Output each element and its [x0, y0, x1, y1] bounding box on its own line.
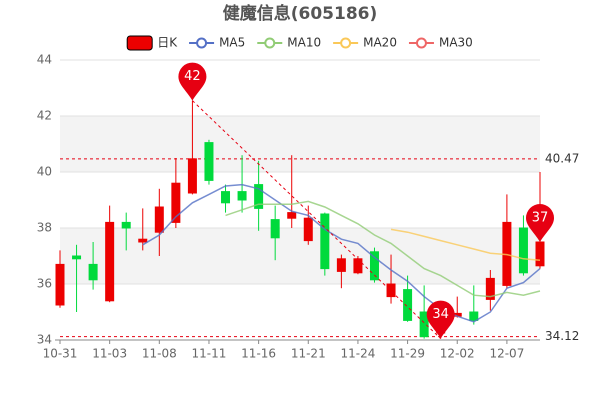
x-tick-label: 10-31	[43, 347, 78, 361]
y-tick-label: 38	[37, 221, 52, 235]
x-tick-label: 11-03	[92, 347, 127, 361]
legend-icon	[196, 37, 208, 49]
candle-body	[320, 213, 330, 270]
candle-body	[121, 221, 131, 229]
mark-point: 42	[178, 62, 207, 101]
ma-line	[225, 200, 541, 298]
mark-point-label: 42	[184, 69, 201, 84]
legend-label: MA30	[439, 36, 473, 50]
legend-icon	[264, 37, 276, 49]
x-tick-label: 12-07	[489, 347, 524, 361]
legend-icon	[415, 37, 427, 49]
candle-body	[287, 212, 297, 219]
candle-body	[518, 227, 528, 274]
candle-body	[138, 238, 148, 243]
chart-title: 健魔信息(605186)	[223, 3, 378, 24]
candle-body	[105, 221, 115, 302]
split-area	[60, 228, 540, 284]
candle-body	[403, 289, 413, 321]
candle-body	[55, 263, 65, 306]
y-tick-label: 40	[37, 165, 52, 179]
mark-point: 37	[526, 204, 554, 242]
candle-body	[187, 158, 197, 194]
candle-body	[469, 311, 479, 321]
candle-body	[386, 283, 396, 298]
mark-point-label: 37	[532, 211, 549, 226]
y-tick-label: 44	[37, 53, 52, 67]
candle-body	[336, 258, 346, 272]
legend-icon	[340, 37, 352, 49]
mark-point: 34	[426, 300, 455, 339]
mark-pin	[178, 62, 207, 101]
legend-label: MA20	[363, 36, 397, 50]
candle-body	[237, 191, 247, 201]
candle-body	[535, 241, 545, 267]
x-tick-label: 11-24	[340, 347, 375, 361]
x-tick-label: 11-08	[142, 347, 177, 361]
legend: 日K MA5 MA10 MA20 MA30	[126, 35, 473, 51]
candle-body	[154, 206, 164, 233]
candle-body	[419, 311, 429, 338]
x-tick-label: 11-11	[192, 347, 227, 361]
candle-body	[303, 217, 313, 242]
candle-body	[204, 142, 214, 181]
legend-label: 日K	[157, 36, 178, 50]
candle-body	[88, 263, 98, 281]
mark-line-label: 40.47	[545, 151, 579, 165]
x-tick-label: 11-16	[241, 347, 276, 361]
y-tick-label: 42	[37, 109, 52, 123]
x-tick-label: 12-02	[440, 347, 475, 361]
candle-body	[171, 182, 181, 223]
y-tick-label: 34	[37, 333, 52, 347]
candle-body	[254, 184, 264, 209]
mark-pin	[526, 204, 554, 242]
candle-body	[270, 219, 280, 239]
mark-point-label: 34	[432, 307, 449, 322]
x-tick-label: 11-21	[291, 347, 326, 361]
candle-body	[72, 255, 82, 260]
mark-pin	[426, 300, 455, 339]
legend-label: MA10	[287, 36, 321, 50]
ma-line	[142, 183, 541, 323]
split-area	[60, 116, 540, 172]
legend-label: MA5	[219, 36, 245, 50]
legend-icon	[126, 35, 153, 51]
ma-line	[390, 228, 541, 261]
mark-line-label: 34.12	[545, 329, 579, 343]
candle-body	[485, 277, 495, 300]
candle-body	[369, 251, 379, 281]
y-tick-label: 36	[37, 277, 52, 291]
candle-body	[221, 191, 231, 204]
candle-body	[353, 258, 363, 274]
x-tick-label: 11-29	[390, 347, 425, 361]
